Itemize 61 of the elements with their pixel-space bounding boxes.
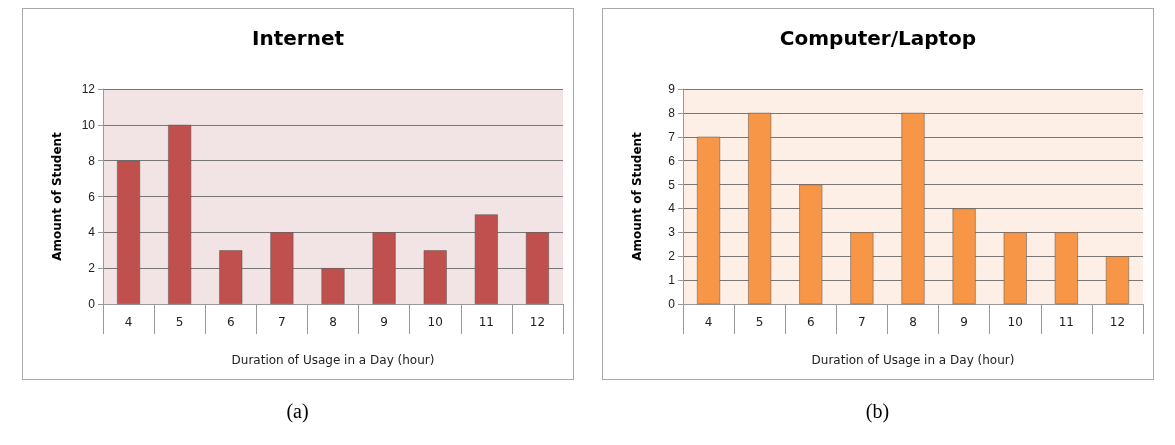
bar (218, 250, 242, 304)
y-tick-label: 5 (667, 177, 675, 192)
x-tick-label: 11 (1058, 315, 1074, 329)
x-tick-label: 6 (226, 315, 235, 329)
bar (849, 232, 873, 304)
y-tick-label: 6 (87, 189, 95, 204)
bar (474, 214, 498, 304)
x-tick-label: 9 (379, 315, 388, 329)
x-tick-label: 8 (908, 315, 917, 329)
bar (1054, 232, 1078, 304)
x-tick-label: 10 (1007, 315, 1023, 329)
y-tick-label: 8 (87, 153, 95, 168)
y-tick-label: 4 (87, 225, 95, 240)
x-tick-label: 7 (857, 315, 866, 329)
bar (1105, 256, 1129, 304)
x-tick-label: 4 (124, 315, 132, 329)
y-tick-label: 7 (667, 129, 675, 144)
bar (423, 250, 447, 304)
x-tick-label: 6 (806, 315, 815, 329)
y-tick-label: 0 (87, 297, 95, 311)
x-tick-label: 10 (427, 315, 443, 329)
x-tick-label: 11 (478, 315, 494, 329)
y-tick-label: 2 (667, 249, 675, 264)
y-tick-label: 8 (667, 105, 675, 120)
y-tick-label: 9 (667, 82, 675, 96)
bar (167, 124, 191, 304)
chart-title: Internet (251, 26, 344, 50)
y-axis-title: Amount of Student (629, 131, 644, 261)
bar (901, 112, 924, 304)
x-tick-label: 12 (529, 315, 545, 329)
text: (a) (286, 400, 309, 423)
x-tick-label: 8 (328, 315, 337, 329)
y-tick-label: 10 (81, 117, 95, 132)
bar (1003, 232, 1027, 304)
bar (321, 268, 344, 304)
y-tick-label: 3 (667, 225, 675, 240)
x-tick-label: 7 (277, 315, 286, 329)
y-tick-label: 0 (667, 297, 675, 311)
text: (b) (865, 400, 890, 423)
bar (798, 184, 822, 304)
x-tick-label: 9 (959, 315, 968, 329)
chart-title: Computer/Laptop (779, 26, 976, 50)
bar (696, 136, 720, 304)
x-axis-title: Duration of Usage in a Day (hour) (811, 353, 1014, 367)
bar (747, 112, 771, 304)
x-tick-label: 5 (755, 315, 763, 329)
bar (116, 160, 140, 304)
y-tick-label: 2 (87, 261, 95, 276)
y-tick-label: 6 (667, 153, 675, 168)
y-axis-title: Amount of Student (49, 131, 64, 261)
y-tick-label: 12 (81, 82, 95, 96)
bar (525, 232, 549, 304)
x-axis-title: Duration of Usage in a Day (hour) (231, 353, 434, 367)
x-tick-label: 4 (704, 315, 712, 329)
y-tick-label: 1 (667, 273, 675, 288)
y-tick-label: 4 (667, 201, 675, 216)
bar (952, 208, 976, 304)
bar (372, 232, 396, 304)
x-tick-label: 12 (1109, 315, 1125, 329)
bar (269, 232, 293, 304)
x-tick-label: 5 (175, 315, 183, 329)
